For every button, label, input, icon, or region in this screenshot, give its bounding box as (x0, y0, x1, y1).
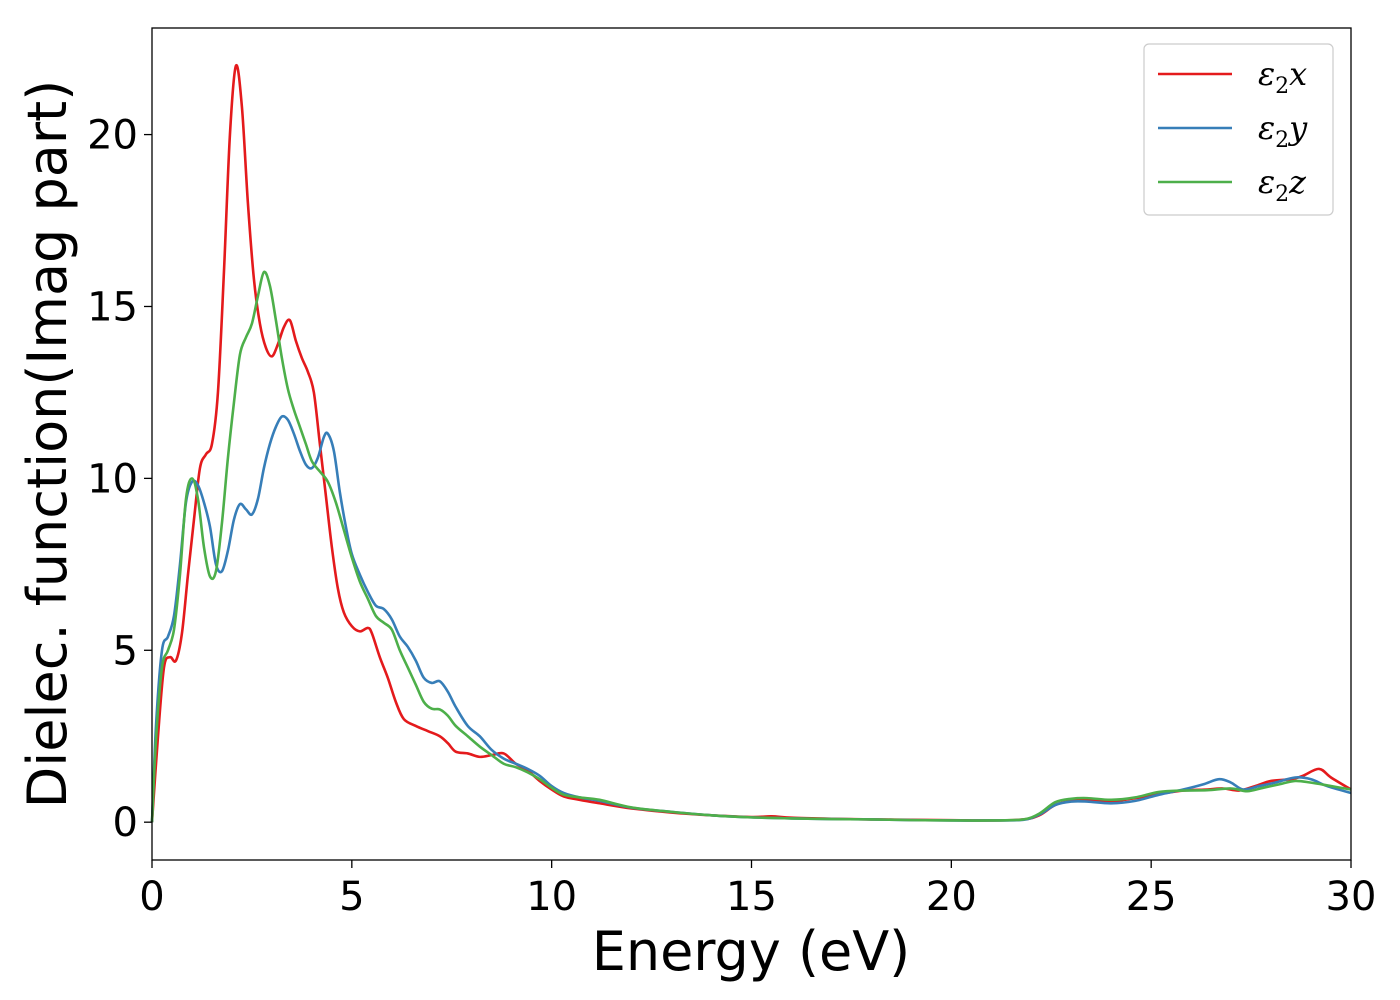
y-tick-label: 10 (87, 456, 138, 502)
y-tick-label: 0 (113, 800, 138, 846)
legend: ε2x ε2y ε2z (1143, 43, 1334, 216)
x-axis-title: Energy (eV) (592, 920, 911, 983)
y-tick-label: 15 (87, 284, 138, 330)
x-tick-label: 5 (339, 874, 364, 920)
x-tick-label: 30 (1326, 874, 1377, 920)
y-tick-label: 20 (87, 113, 138, 159)
y-tick-label: 5 (113, 628, 138, 674)
legend-label-y: ε2y (1258, 109, 1308, 153)
series-layer (150, 64, 1352, 823)
legend-label-x: ε2x (1258, 55, 1307, 99)
x-tick-label: 10 (526, 874, 577, 920)
x-axis-ticks: 0 5 10 15 20 25 30 (139, 860, 1376, 920)
y-axis-title: Dielec. function(Imag part) (16, 80, 79, 809)
x-tick-label: 0 (139, 874, 164, 920)
x-tick-label: 20 (926, 874, 977, 920)
series-line-z (150, 270, 1352, 823)
x-tick-label: 15 (726, 874, 777, 920)
y-axis-ticks: 0 5 10 15 20 (87, 113, 152, 846)
series-line-y (150, 414, 1352, 823)
legend-box (1143, 43, 1334, 216)
x-tick-label: 25 (1126, 874, 1177, 920)
legend-label-z: ε2z (1258, 163, 1307, 207)
